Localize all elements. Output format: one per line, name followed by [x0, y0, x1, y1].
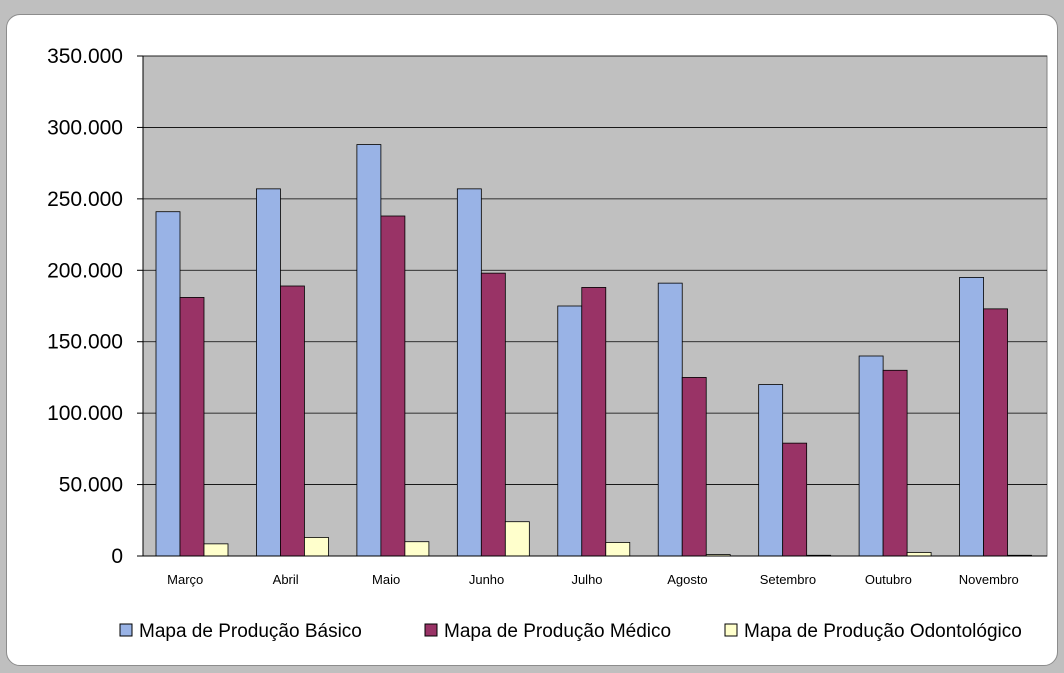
y-tick-label: 150.000 [47, 331, 123, 354]
legend-swatch [119, 623, 133, 637]
bar [480, 272, 506, 557]
y-axis: 0 50.000 100.000 150.000 200.000 250.000 300.0… [47, 45, 144, 568]
legend-swatch [724, 623, 738, 637]
x-tick-label: Setembro [760, 572, 816, 587]
bar [456, 188, 482, 557]
x-tick-label: Junho [469, 572, 504, 587]
bar [179, 297, 205, 557]
bar [906, 552, 932, 557]
x-tick-label: Abril [273, 572, 299, 587]
legend: Mapa de Produção Básico Mapa de Produção … [119, 621, 1022, 642]
legend-label: Mapa de Produção Odontológico [744, 621, 1022, 642]
legend-swatch [424, 623, 438, 637]
bar [155, 211, 181, 557]
bar [304, 537, 329, 557]
bar [203, 543, 229, 557]
bar [983, 308, 1008, 557]
y-tick-label: 350.000 [47, 45, 123, 68]
bar [557, 305, 583, 557]
legend-label: Mapa de Produção Básico [139, 621, 362, 642]
x-tick-label: Março [167, 572, 203, 587]
bar [256, 188, 281, 557]
bar [581, 287, 607, 557]
bar [782, 442, 808, 557]
x-tick-label: Maio [372, 572, 400, 587]
bar [380, 215, 406, 557]
bar [858, 355, 884, 557]
y-tick-label: 0 [111, 545, 123, 568]
x-tick-label: Julho [571, 572, 602, 587]
legend-label: Mapa de Produção Médico [444, 621, 671, 642]
bar [681, 377, 707, 557]
bars [155, 144, 1032, 557]
y-tick-label: 300.000 [47, 116, 123, 139]
bar [758, 384, 784, 557]
y-tick-label: 250.000 [47, 188, 123, 211]
bar [605, 542, 631, 557]
bar [882, 369, 908, 557]
y-tick-label: 100.000 [47, 402, 123, 425]
x-axis: Março Abril Maio Junho Julho Agosto Setembro Ou… [143, 555, 1047, 587]
bar [356, 144, 382, 557]
bar [404, 541, 430, 557]
bar [657, 282, 683, 557]
bar [504, 521, 530, 557]
y-tick-label: 50.000 [59, 474, 123, 497]
bar [959, 277, 984, 557]
x-tick-label: Novembro [959, 572, 1019, 587]
x-tick-label: Outubro [865, 572, 912, 587]
x-tick-label: Agosto [667, 572, 707, 587]
bar [280, 285, 305, 557]
y-tick-label: 200.000 [47, 259, 123, 282]
